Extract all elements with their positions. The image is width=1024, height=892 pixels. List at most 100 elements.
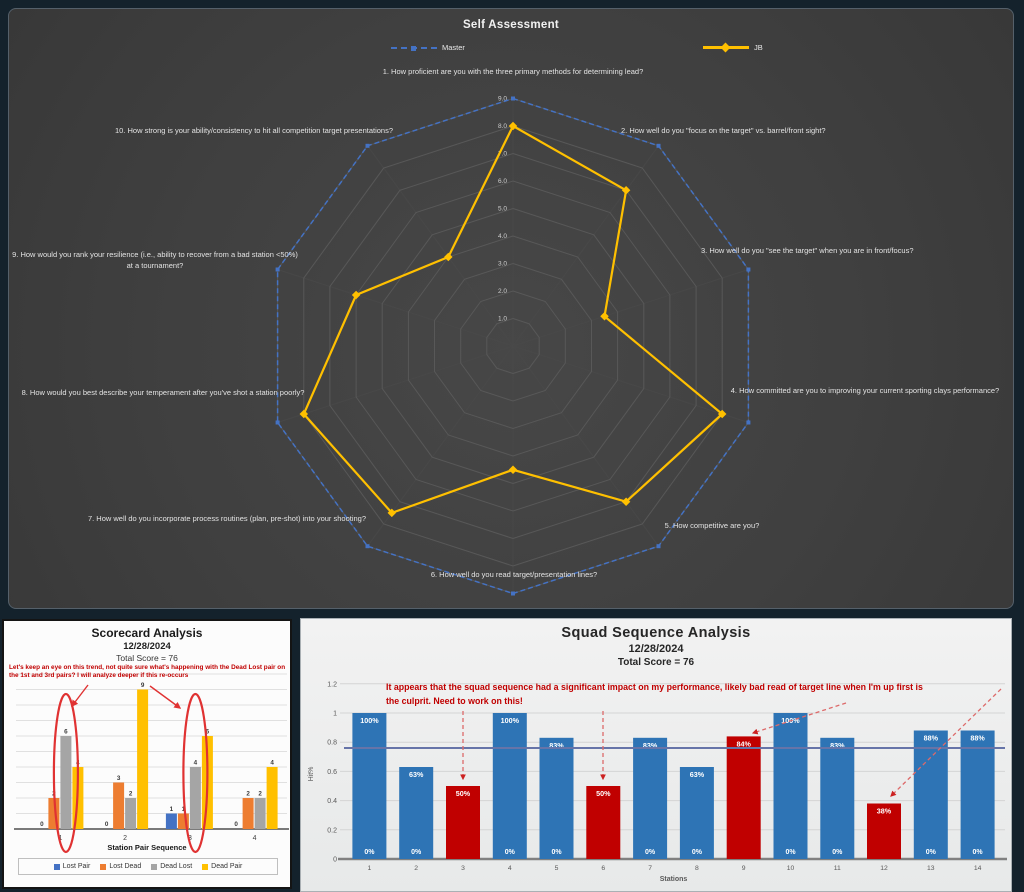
squad-xtick-label: 1 — [368, 865, 372, 872]
score-xtick-label: 4 — [253, 835, 257, 842]
squad-xaxis-title: Stations — [659, 876, 688, 883]
squad-yaxis-title: Hit% — [308, 767, 315, 782]
squad-bar-base-label: 0% — [692, 849, 703, 856]
scorecard-annotation: Let's keep an eye on this trend, not qui… — [9, 664, 286, 680]
score-legend-item: Lost Pair — [53, 863, 90, 870]
score-legend-item: Lost Dead — [100, 863, 141, 870]
squad-plot: 00.20.40.60.811.2Hit%100%0%163%0%250%310… — [308, 681, 1007, 872]
squad-bar-5 — [539, 737, 574, 859]
radar-data-point-marker — [746, 420, 751, 425]
score-xtick-label: 3 — [188, 835, 192, 842]
score-annotation-arrow — [71, 684, 89, 708]
score-highlight-ellipse — [52, 692, 80, 854]
scorecard-title: Scorecard Analysis — [91, 626, 203, 640]
legend-dashed-line-marker — [391, 45, 437, 51]
squad-bar-value-label: 50% — [456, 789, 471, 798]
legend-solid-line-marker — [703, 42, 749, 53]
radar-data-point-marker — [508, 121, 518, 131]
squad-ytick-label: 0.2 — [327, 827, 337, 834]
score-bar-dead-pair — [137, 689, 149, 829]
score-bar-value-label: 9 — [141, 682, 145, 689]
squad-ytick-label: 1.2 — [327, 681, 337, 688]
score-bar-value-label: 1 — [170, 806, 174, 813]
radar-data-point-marker — [365, 544, 370, 549]
score-bar-value-label: 2 — [129, 791, 133, 798]
radar-data-point-marker — [387, 508, 397, 518]
radar-spoke — [277, 269, 514, 347]
radar-gridline-ring — [355, 180, 671, 512]
legend-swatch — [151, 863, 158, 870]
radar-ring-label: 2.0 — [498, 288, 507, 295]
radar-gridline-ring — [486, 317, 540, 375]
squad-total-score: Total Score = 76 — [617, 657, 695, 668]
legend-swatch — [100, 863, 107, 870]
radar-data-point-marker — [621, 186, 631, 195]
radar-spoke — [367, 145, 514, 347]
squad-bar-value-label: 38% — [877, 807, 892, 816]
radar-data-point-marker — [511, 591, 515, 596]
score-annotation-arrow — [149, 685, 182, 709]
score-bar-dead-lost — [189, 767, 201, 829]
squad-bar-11 — [820, 737, 855, 859]
legend-label-jb: JB — [754, 43, 763, 52]
squad-bar-value-label: 63% — [690, 770, 705, 779]
score-bar-value-label: 0 — [40, 821, 44, 828]
score-bar-value-label: 6 — [64, 729, 68, 736]
radar-data-point-marker — [508, 465, 518, 475]
squad-bar-10 — [773, 713, 808, 859]
score-xtick-label: 2 — [123, 835, 127, 842]
squad-bar-9 — [726, 736, 761, 859]
scorecard-legend: Lost Pair Lost Dead Dead Lost Dead Pair — [18, 858, 278, 875]
squad-bar-base-label: 0% — [411, 849, 422, 856]
scorecard-xaxis-title: Station Pair Sequence — [107, 843, 187, 852]
score-bar-value-label: 2 — [258, 791, 262, 798]
radar-ring-label: 9.0 — [498, 96, 507, 103]
radar-gridline-ring — [434, 262, 592, 430]
radar-data-point-marker — [600, 312, 609, 321]
squad-xtick-label: 14 — [974, 865, 982, 872]
radar-plot: 9.0 8.0 7.0 6.0 5.0 4.0 3.0 2.0 1.0 — [275, 96, 751, 596]
score-bar-lost-pair — [165, 813, 177, 829]
radar-chart-panel[interactable]: Self Assessment Master JB 9.0 8.0 7.0 6.0 5.… — [8, 8, 1014, 609]
radar-data-point-marker — [717, 409, 727, 419]
radar-data-point-marker — [746, 267, 751, 272]
legend-item-master[interactable]: Master — [391, 43, 465, 52]
squad-bar-value-label: 83% — [830, 741, 845, 750]
squad-bar-value-label: 83% — [643, 741, 658, 750]
legend-item-jb[interactable]: JB — [703, 42, 763, 53]
squad-bar-base-label: 0% — [973, 849, 984, 856]
squad-bar-13 — [913, 730, 948, 859]
score-xtick-label: 1 — [58, 835, 62, 842]
score-bar-value-label: 3 — [117, 775, 121, 782]
radar-ring-label: 7.0 — [498, 151, 507, 158]
radar-spoke — [277, 345, 514, 423]
squad-bar-8 — [679, 767, 714, 859]
radar-spoke — [367, 345, 514, 547]
squad-ytick-label: 0 — [333, 857, 337, 864]
squad-bar-14 — [960, 730, 995, 859]
radar-data-point-marker — [275, 267, 280, 272]
squad-bar-value-label: 83% — [549, 741, 564, 750]
squad-chart-panel[interactable]: 0 0.2 0.4 0.6 0.8 1 1.2 Hit% 100% 0% 1 63% 0% 2 50% 3 10… — [300, 618, 1012, 892]
squad-xtick-label: 10 — [787, 865, 795, 872]
squad-bar-6 — [586, 786, 621, 859]
score-bar-value-label: 6 — [206, 729, 210, 736]
squad-bar-value-label: 88% — [924, 734, 939, 743]
score-legend-item: Dead Lost — [151, 863, 192, 870]
radar-spoke — [512, 345, 659, 547]
radar-spoke — [512, 345, 749, 423]
score-bar-value-label: 2 — [246, 791, 250, 798]
radar-gridline-ring — [407, 235, 619, 457]
squad-bar-1 — [352, 713, 387, 859]
radar-ring-label: 1.0 — [498, 316, 507, 323]
squad-date: 12/28/2024 — [628, 643, 684, 655]
squad-bar-2 — [399, 767, 434, 859]
squad-ytick-label: 0.6 — [327, 769, 337, 776]
squad-bar-base-label: 0% — [364, 849, 375, 856]
radar-ring-label: 5.0 — [498, 206, 507, 213]
radar-data-point-marker — [656, 143, 661, 148]
radar-gridline-ring — [303, 125, 723, 567]
radar-gridline-ring — [381, 207, 645, 485]
